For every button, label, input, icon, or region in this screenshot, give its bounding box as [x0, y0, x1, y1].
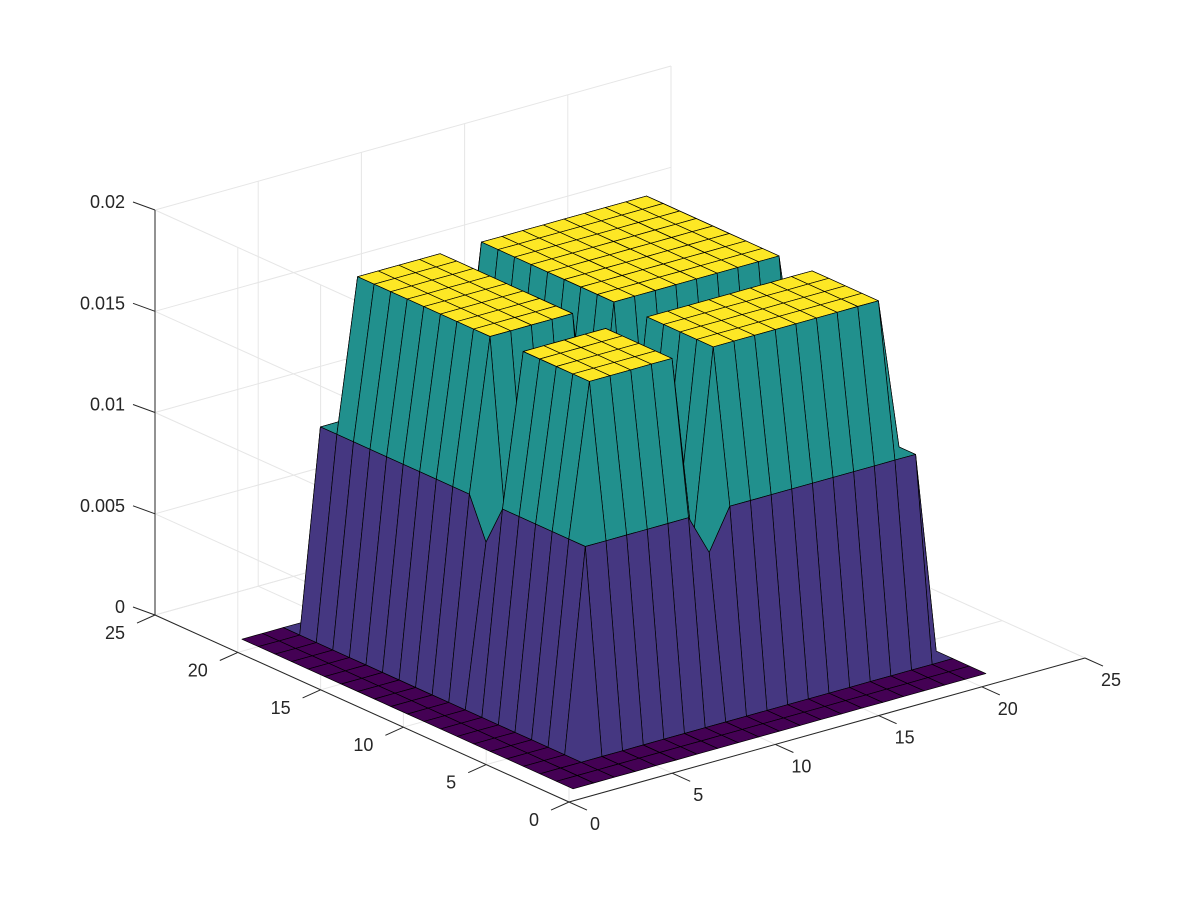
- tick-labels-layer: 0 5 10 15 20 25 0 5 10 15 20 25 0 0.005 0.01 0.015 0.02: [80, 192, 1121, 834]
- x-tick: [981, 686, 1001, 696]
- z-tick: [132, 505, 156, 515]
- surface-patch: [556, 775, 595, 790]
- z-tick-label: 0: [115, 597, 125, 617]
- y-tick: [467, 764, 487, 774]
- y-tick-label: 0: [529, 810, 539, 830]
- y-tick-label: 10: [353, 735, 373, 755]
- z-tick: [132, 404, 156, 413]
- grid-line-z: [154, 166, 672, 312]
- z-tick-label: 0.015: [80, 293, 125, 313]
- x-tick: [775, 743, 794, 753]
- z-tick-label: 0.01: [90, 395, 125, 415]
- surface-layer: [241, 195, 987, 790]
- y-tick: [550, 801, 570, 811]
- x-tick-label: 0: [590, 814, 600, 834]
- x-axis-line: [568, 657, 1086, 803]
- y-tick-label: 15: [271, 698, 291, 718]
- grid-line-z: [154, 65, 672, 211]
- z-tick-label: 0.02: [90, 192, 125, 212]
- y-tick-label: 25: [105, 623, 125, 643]
- z-tick: [132, 606, 156, 616]
- y-tick: [219, 651, 239, 661]
- x-tick: [568, 801, 588, 811]
- z-tick: [132, 302, 156, 312]
- z-tick-label: 0.005: [80, 496, 125, 516]
- z-tick: [132, 201, 156, 211]
- x-tick-label: 10: [791, 756, 811, 776]
- y-tick-label: 20: [188, 660, 208, 680]
- x-tick-label: 20: [998, 699, 1018, 719]
- y-tick: [385, 726, 404, 736]
- x-tick: [1084, 657, 1104, 667]
- x-tick: [671, 772, 691, 782]
- x-tick: [878, 715, 897, 725]
- y-tick-label: 5: [446, 773, 456, 793]
- y-axis-line: [154, 614, 570, 803]
- axes-layer: [132, 201, 1104, 811]
- x-tick-label: 15: [895, 728, 915, 748]
- x-tick-label: 5: [693, 785, 703, 805]
- y-tick: [136, 614, 156, 624]
- x-tick-label: 25: [1101, 670, 1121, 690]
- y-tick: [302, 689, 321, 699]
